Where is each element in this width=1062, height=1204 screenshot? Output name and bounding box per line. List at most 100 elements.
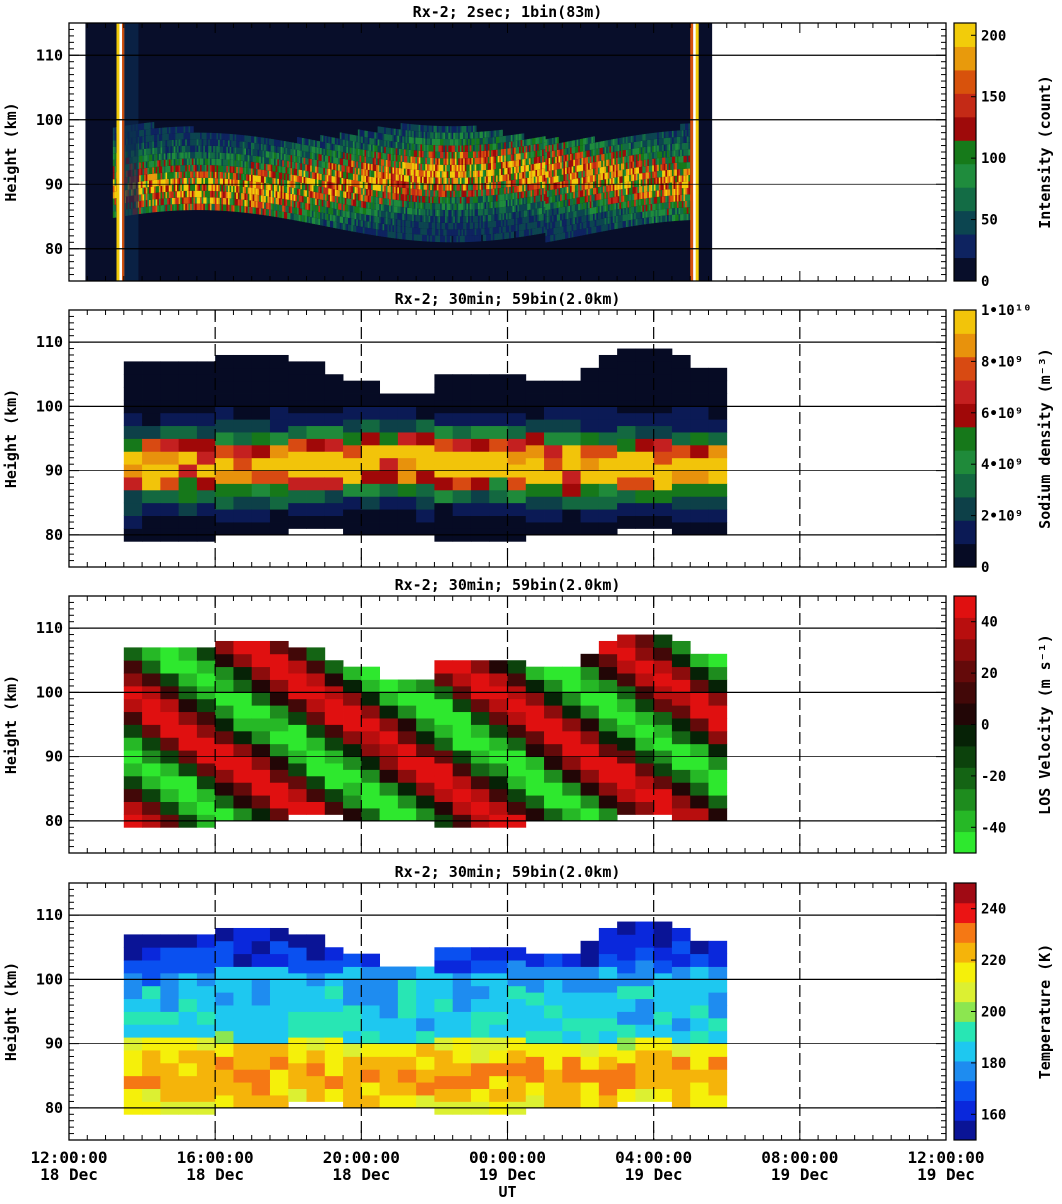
intensity-cell [301,183,304,190]
intensity-cell [144,187,147,194]
intensity-cell [206,152,209,159]
intensity-cell [486,195,489,203]
intensity-cell [338,216,341,223]
intensity-cell [507,187,510,194]
intensity-cell [535,221,538,229]
intensity-cell [533,202,536,209]
intensity-cell [336,183,339,190]
intensity-cell [645,204,648,212]
intensity-cell [275,210,278,218]
intensity-cell [445,216,447,223]
intensity-cell [532,183,535,190]
intensity-cell [438,158,441,165]
intensity-cell [593,187,595,195]
intensity-cell [203,197,206,204]
intensity-cell [474,202,477,210]
intensity-cell [667,189,669,196]
intensity-cell [510,141,513,148]
intensity-cell [165,185,168,192]
intensity-cell [606,140,609,147]
intensity-cell [336,196,339,203]
intensity-cell [195,139,198,146]
intensity-cell [522,139,525,147]
intensity-cell [593,155,595,163]
intensity-cell [371,170,373,177]
intensity-cell [270,158,273,165]
intensity-cell [375,139,378,146]
intensity-cell [512,167,515,174]
intensity-cell [443,158,446,165]
intensity-cell [359,155,362,163]
intensity-cell [290,187,293,194]
intensity-cell [334,208,337,216]
intensity-cell [408,156,411,163]
intensity-cell [204,152,207,159]
intensity-cell [170,197,173,205]
intensity-cell [195,145,198,153]
intensity-cell [387,134,390,141]
intensity-cell [371,176,373,184]
intensity-cell [464,184,467,191]
intensity-cell [209,197,212,204]
intensity-cell [382,127,385,134]
intensity-cell [453,190,456,198]
intensity-cell [655,177,658,185]
intensity-cell [380,204,383,211]
intensity-cell [466,196,469,204]
intensity-cell [316,173,319,180]
intensity-cell [216,191,219,198]
intensity-cell [596,142,599,149]
intensity-cell [305,190,308,197]
intensity-cell [561,161,564,169]
intensity-cell [569,160,572,167]
intensity-cell [468,196,470,204]
intensity-cell [489,214,492,222]
intensity-cell [538,137,541,144]
intensity-cell [515,173,518,180]
intensity-cell [267,138,270,145]
intensity-cell [512,218,515,226]
intensity-cell [216,152,219,159]
intensity-cell [571,224,574,231]
intensity-cell [658,132,661,139]
intensity-cell [668,137,671,145]
intensity-cell [384,204,387,212]
intensity-cell [645,159,648,167]
intensity-cell [155,199,158,206]
intensity-cell [214,145,217,153]
intensity-cell [479,138,482,145]
intensity-cell [267,164,270,171]
intensity-cell [451,132,454,140]
intensity-cell [426,177,429,184]
intensity-cell [172,184,174,192]
intensity-cell [147,122,150,130]
intensity-cell [195,203,198,211]
intensity-cell [244,193,247,200]
intensity-cell [201,132,204,140]
intensity-cell [313,172,316,179]
intensity-cell [310,204,313,211]
intensity-cell [114,140,117,147]
intensity-cell [175,171,178,179]
intensity-cell [448,184,451,191]
intensity-cell [489,182,492,189]
intensity-cell [137,156,140,163]
intensity-cell [324,194,327,201]
intensity-cell [213,139,216,146]
intensity-cell [491,137,494,144]
intensity-cell [497,149,500,156]
intensity-cell [114,159,117,167]
intensity-cell [186,126,189,133]
intensity-cell [252,168,255,176]
intensity-cell [522,165,525,173]
intensity-cell [443,203,446,210]
intensity-cell [652,139,655,146]
intensity-cell [573,146,576,154]
intensity-cell [282,140,285,148]
intensity-cell [491,150,494,157]
intensity-cell [538,143,541,151]
intensity-cell [640,160,643,167]
intensity-cell [601,160,604,168]
intensity-cell [344,217,347,224]
intensity-cell [356,142,359,149]
